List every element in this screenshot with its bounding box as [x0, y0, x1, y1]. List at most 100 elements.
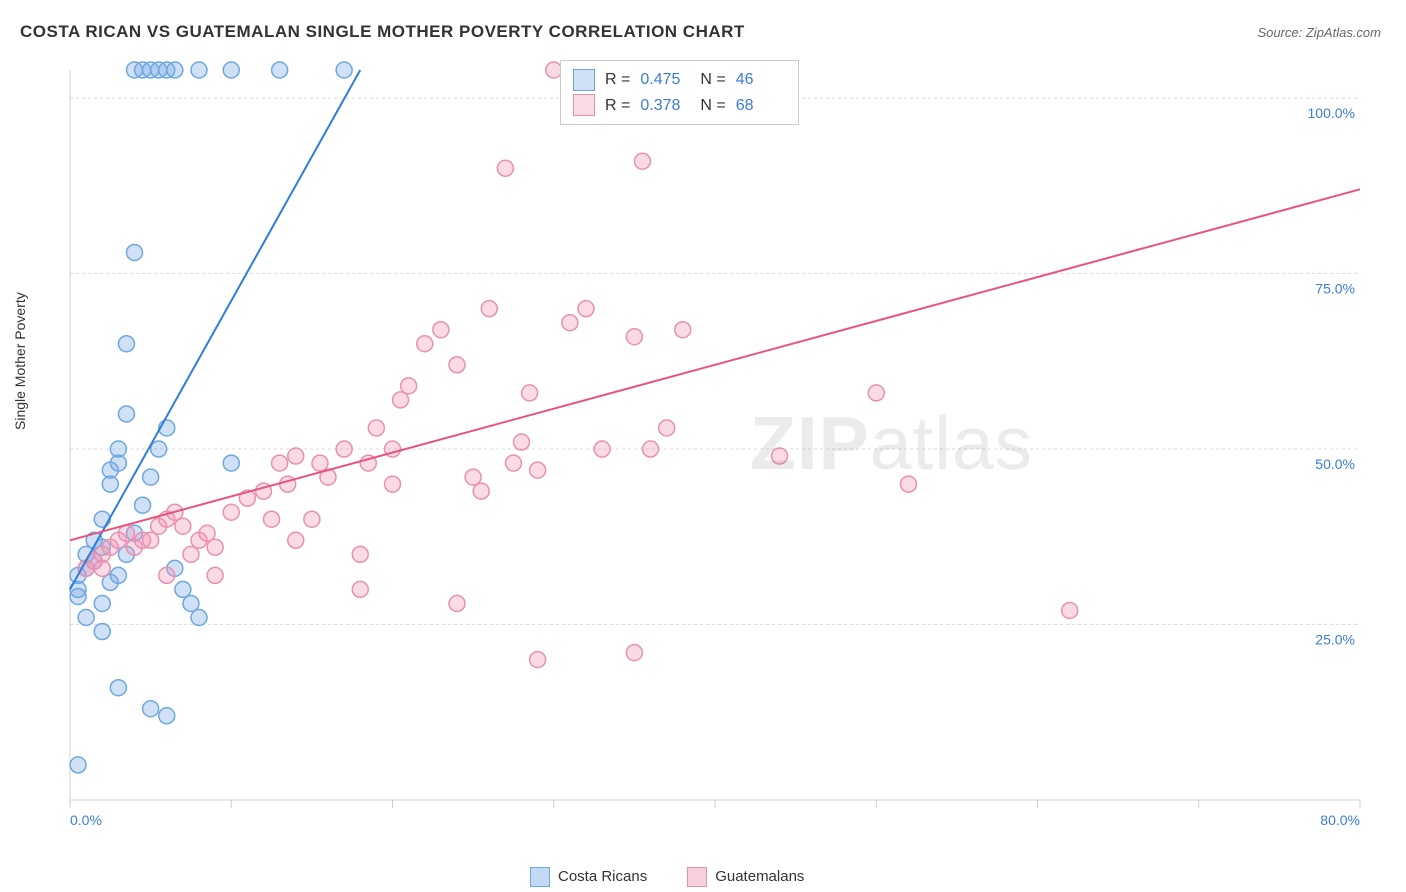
- data-point: [175, 518, 191, 534]
- data-point: [223, 62, 239, 78]
- stat-row: R = 0.475 N = 46: [573, 67, 786, 93]
- y-tick-label: 25.0%: [1315, 632, 1355, 648]
- data-point: [264, 511, 280, 527]
- data-point: [183, 546, 199, 562]
- source-link[interactable]: ZipAtlas.com: [1306, 25, 1381, 40]
- data-point: [530, 462, 546, 478]
- data-point: [191, 610, 207, 626]
- legend-swatch: [573, 69, 595, 91]
- data-point: [118, 336, 134, 352]
- legend-swatch: [530, 867, 550, 887]
- data-point: [505, 455, 521, 471]
- stat-n-value: 68: [736, 93, 786, 119]
- data-point: [151, 441, 167, 457]
- data-point: [401, 378, 417, 394]
- data-point: [288, 532, 304, 548]
- x-tick-label: 80.0%: [1320, 812, 1360, 828]
- data-point: [175, 581, 191, 597]
- data-point: [110, 567, 126, 583]
- data-point: [465, 469, 481, 485]
- data-point: [868, 385, 884, 401]
- data-point: [110, 680, 126, 696]
- stat-r-label: R =: [605, 93, 630, 119]
- data-point: [578, 301, 594, 317]
- data-point: [634, 153, 650, 169]
- legend-swatch: [687, 867, 707, 887]
- data-point: [94, 624, 110, 640]
- data-point: [594, 441, 610, 457]
- chart-title: COSTA RICAN VS GUATEMALAN SINGLE MOTHER …: [20, 22, 745, 42]
- data-point: [288, 448, 304, 464]
- data-point: [643, 441, 659, 457]
- stat-r-label: R =: [605, 67, 630, 93]
- scatter-plot: 25.0%50.0%75.0%100.0%0.0%80.0%: [50, 60, 1380, 830]
- data-point: [530, 652, 546, 668]
- legend-label: Costa Ricans: [558, 868, 647, 885]
- data-point: [312, 455, 328, 471]
- data-point: [901, 476, 917, 492]
- data-point: [393, 392, 409, 408]
- legend-bottom: Costa Ricans Guatemalans: [530, 867, 804, 887]
- source-label: Source: ZipAtlas.com: [1257, 25, 1381, 40]
- data-point: [223, 504, 239, 520]
- data-point: [433, 322, 449, 338]
- data-point: [449, 595, 465, 611]
- legend-item: Costa Ricans: [530, 867, 647, 887]
- legend-swatch: [573, 94, 595, 116]
- data-point: [514, 434, 530, 450]
- data-point: [127, 245, 143, 261]
- data-point: [78, 610, 94, 626]
- legend-item: Guatemalans: [687, 867, 804, 887]
- data-point: [110, 441, 126, 457]
- data-point: [336, 62, 352, 78]
- data-point: [135, 497, 151, 513]
- data-point: [199, 525, 215, 541]
- data-point: [143, 469, 159, 485]
- data-point: [675, 322, 691, 338]
- data-point: [159, 708, 175, 724]
- data-point: [191, 62, 207, 78]
- data-point: [626, 645, 642, 661]
- data-point: [143, 701, 159, 717]
- data-point: [352, 546, 368, 562]
- data-point: [167, 62, 183, 78]
- data-point: [223, 455, 239, 471]
- stat-r-value: 0.378: [640, 93, 690, 119]
- data-point: [272, 455, 288, 471]
- stats-legend-box: R = 0.475 N = 46 R = 0.378 N = 68: [560, 60, 799, 125]
- stat-n-label: N =: [700, 67, 725, 93]
- data-point: [626, 329, 642, 345]
- data-point: [417, 336, 433, 352]
- data-point: [94, 595, 110, 611]
- data-point: [481, 301, 497, 317]
- data-point: [94, 511, 110, 527]
- y-tick-label: 100.0%: [1308, 105, 1355, 121]
- data-point: [118, 525, 134, 541]
- data-point: [473, 483, 489, 499]
- y-axis-label: Single Mother Poverty: [12, 292, 28, 430]
- data-point: [385, 476, 401, 492]
- stat-n-value: 46: [736, 67, 786, 93]
- data-point: [70, 757, 86, 773]
- stat-row: R = 0.378 N = 68: [573, 93, 786, 119]
- data-point: [1062, 602, 1078, 618]
- chart-svg: 25.0%50.0%75.0%100.0%0.0%80.0%: [50, 60, 1380, 830]
- y-tick-label: 75.0%: [1315, 281, 1355, 297]
- data-point: [772, 448, 788, 464]
- data-point: [207, 539, 223, 555]
- data-point: [497, 160, 513, 176]
- data-point: [94, 560, 110, 576]
- data-point: [562, 315, 578, 331]
- trend-line: [70, 70, 360, 589]
- data-point: [522, 385, 538, 401]
- data-point: [304, 511, 320, 527]
- data-point: [118, 406, 134, 422]
- y-tick-label: 50.0%: [1315, 456, 1355, 472]
- data-point: [659, 420, 675, 436]
- data-point: [449, 357, 465, 373]
- data-point: [336, 441, 352, 457]
- data-point: [207, 567, 223, 583]
- data-point: [272, 62, 288, 78]
- stat-r-value: 0.475: [640, 67, 690, 93]
- stat-n-label: N =: [700, 93, 725, 119]
